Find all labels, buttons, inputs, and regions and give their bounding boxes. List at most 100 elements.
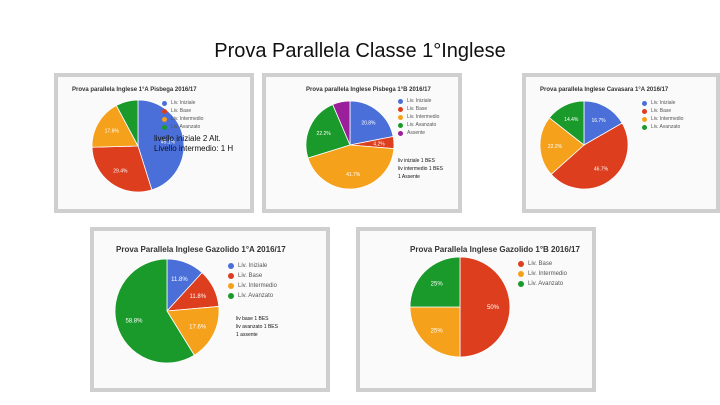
legend-label: Liv. Intermedio xyxy=(238,283,277,289)
slice-label: 20.8% xyxy=(361,121,376,127)
chart-panel-gazolido-1a: Prova Parallela Inglese Gazolido 1°A 201… xyxy=(90,227,330,392)
slice-label: 22.2% xyxy=(548,144,563,150)
slice-label: 4.2% xyxy=(373,141,385,147)
legend-label: Liv. Base xyxy=(407,106,428,112)
legend-item: Liv. Intermedio xyxy=(228,281,277,291)
slice-label: 16.7% xyxy=(591,118,606,124)
pie-slice xyxy=(114,258,195,364)
pie-chart: 45.1% 29.4% 17.6% xyxy=(91,99,185,193)
legend-label: Liv. Intermedio xyxy=(651,116,684,122)
legend-label: Liv. Intermedio xyxy=(528,271,567,277)
chart-card: Prova parallela Inglese Cavasara 1°A 201… xyxy=(526,77,716,209)
slice-label: 14.4% xyxy=(564,117,579,123)
legend-swatch xyxy=(228,283,234,289)
slice-label: 17.6% xyxy=(105,129,120,135)
legend-item: Liv. Iniziale xyxy=(642,99,683,107)
chart-legend: Liv. Base Liv. Intermedio Liv. Avanzato xyxy=(518,259,567,289)
legend-label: Liv. Avanzato xyxy=(651,124,681,130)
legend-label: Liv. Avanzato xyxy=(238,293,274,299)
pie-slice xyxy=(307,144,395,190)
slice-label: 22.2% xyxy=(317,131,332,137)
pie-slice xyxy=(539,117,585,175)
legend-label: Liv. Iniziale xyxy=(407,98,432,104)
pie-slice xyxy=(548,100,585,146)
legend-swatch xyxy=(398,130,403,136)
legend-swatch xyxy=(642,108,647,114)
legend-swatch xyxy=(642,100,647,106)
legend-swatch xyxy=(162,116,167,122)
chart-card: Prova parallela Inglese Pisbega 1°B 2016… xyxy=(266,77,458,209)
legend-item: Liv. Base xyxy=(398,105,439,113)
legend-swatch xyxy=(162,108,167,114)
chart-panel-pisbega-1b: Prova parallela Inglese Pisbega 1°B 2016… xyxy=(262,73,462,213)
chart-legend: Liv. Iniziale Liv. Base Liv. Intermedio … xyxy=(642,99,683,131)
legend-item: Liv. Intermedio xyxy=(398,113,439,121)
legend-item: Liv. Avanzato xyxy=(518,279,567,289)
slice-label: 25% xyxy=(431,328,444,334)
pie-slice xyxy=(91,145,153,193)
legend-swatch xyxy=(162,124,167,130)
chart-panel-gazolido-1b: Prova Parallela Inglese Gazolido 1°B 201… xyxy=(356,227,596,392)
slide-title: Prova Parallela Classe 1°Inglese xyxy=(214,40,506,62)
slice-label: 25% xyxy=(431,282,444,288)
pie-chart: 20.8% 4.2% 41.7% 22.2% xyxy=(305,100,395,190)
chart-title: Prova parallela Inglese Pisbega 1°B 2016… xyxy=(306,87,431,93)
chart-annotation: livello iniziale 2 Alt. Livello intermed… xyxy=(154,134,234,153)
legend-item: Liv. Iniziale xyxy=(228,261,277,271)
legend-item: Liv. Avanzato xyxy=(642,123,683,131)
legend-swatch xyxy=(518,271,524,277)
legend-label: Liv. Avanzato xyxy=(171,124,201,130)
legend-swatch xyxy=(398,98,403,104)
legend-swatch xyxy=(642,124,647,130)
legend-swatch xyxy=(518,261,524,267)
chart-annotation: liv iniziale 1 BES liv intermedio 1 BES … xyxy=(398,158,444,180)
legend-swatch xyxy=(398,106,403,112)
pie-slice xyxy=(550,122,629,190)
legend-swatch xyxy=(228,293,234,299)
legend-swatch xyxy=(518,281,524,287)
legend-label: Liv. Base xyxy=(528,261,553,267)
slice-label: 58.8% xyxy=(125,318,143,324)
chart-title: Prova Parallela Inglese Gazolido 1°B 201… xyxy=(410,245,580,254)
legend-item: Liv. Base xyxy=(642,107,683,115)
pie-slice xyxy=(409,256,461,308)
pie-slice xyxy=(332,100,351,146)
chart-panel-cavasara-1a: Prova parallela Inglese Cavasara 1°A 201… xyxy=(522,73,720,213)
legend-label: Liv. Base xyxy=(171,108,192,114)
legend-item: Liv. Intermedio xyxy=(518,269,567,279)
slice-label: 11.8% xyxy=(171,277,188,283)
legend-label: Liv. Base xyxy=(651,108,672,114)
legend-swatch xyxy=(642,116,647,122)
legend-label: Liv. Iniziale xyxy=(171,100,196,106)
pie-chart: 11.8% 11.8% 17.6% 58.8% xyxy=(114,258,220,364)
legend-swatch xyxy=(398,122,403,128)
slice-label: 45.1% xyxy=(161,139,176,145)
chart-card: Prova parallela Inglese 1°A Pisbega 2016… xyxy=(58,77,250,209)
chart-annotation: liv base 1 BES liv avanzato 1 BES 1 asse… xyxy=(236,316,278,338)
legend-item: Liv. Base xyxy=(228,271,277,281)
pie-chart: 16.7% 46.7% 22.2% 14.4% xyxy=(539,100,629,190)
slice-label: 17.6% xyxy=(189,324,207,330)
pie-chart: 50% 25% 25% xyxy=(409,256,511,358)
legend-label: Assente xyxy=(407,130,426,136)
legend-item: Liv. Base xyxy=(162,107,203,115)
pie-slice xyxy=(305,104,351,159)
legend-item: Liv. Iniziale xyxy=(162,99,203,107)
pie-slice xyxy=(459,256,511,358)
legend-swatch xyxy=(228,263,234,269)
pie-slice xyxy=(166,305,220,356)
slice-label: 46.7% xyxy=(594,167,609,173)
slice-label: 11.8% xyxy=(189,294,206,300)
chart-card: Prova Parallela Inglese Gazolido 1°B 201… xyxy=(360,231,592,388)
slice-label: 41.7% xyxy=(346,172,361,178)
pie-slice xyxy=(91,104,139,148)
legend-swatch xyxy=(162,100,167,106)
legend-item: Assente xyxy=(398,129,439,137)
pie-slice xyxy=(115,99,139,147)
chart-legend: Liv. Iniziale Liv. Base Liv. Intermedio … xyxy=(398,97,439,137)
chart-panel-pisbega-1a: Prova parallela Inglese 1°A Pisbega 2016… xyxy=(54,73,254,213)
legend-swatch xyxy=(398,114,403,120)
legend-item: Liv. Iniziale xyxy=(398,97,439,105)
chart-title: Prova parallela Inglese 1°A Pisbega 2016… xyxy=(72,87,197,93)
legend-label: Liv. Avanzato xyxy=(528,281,564,287)
